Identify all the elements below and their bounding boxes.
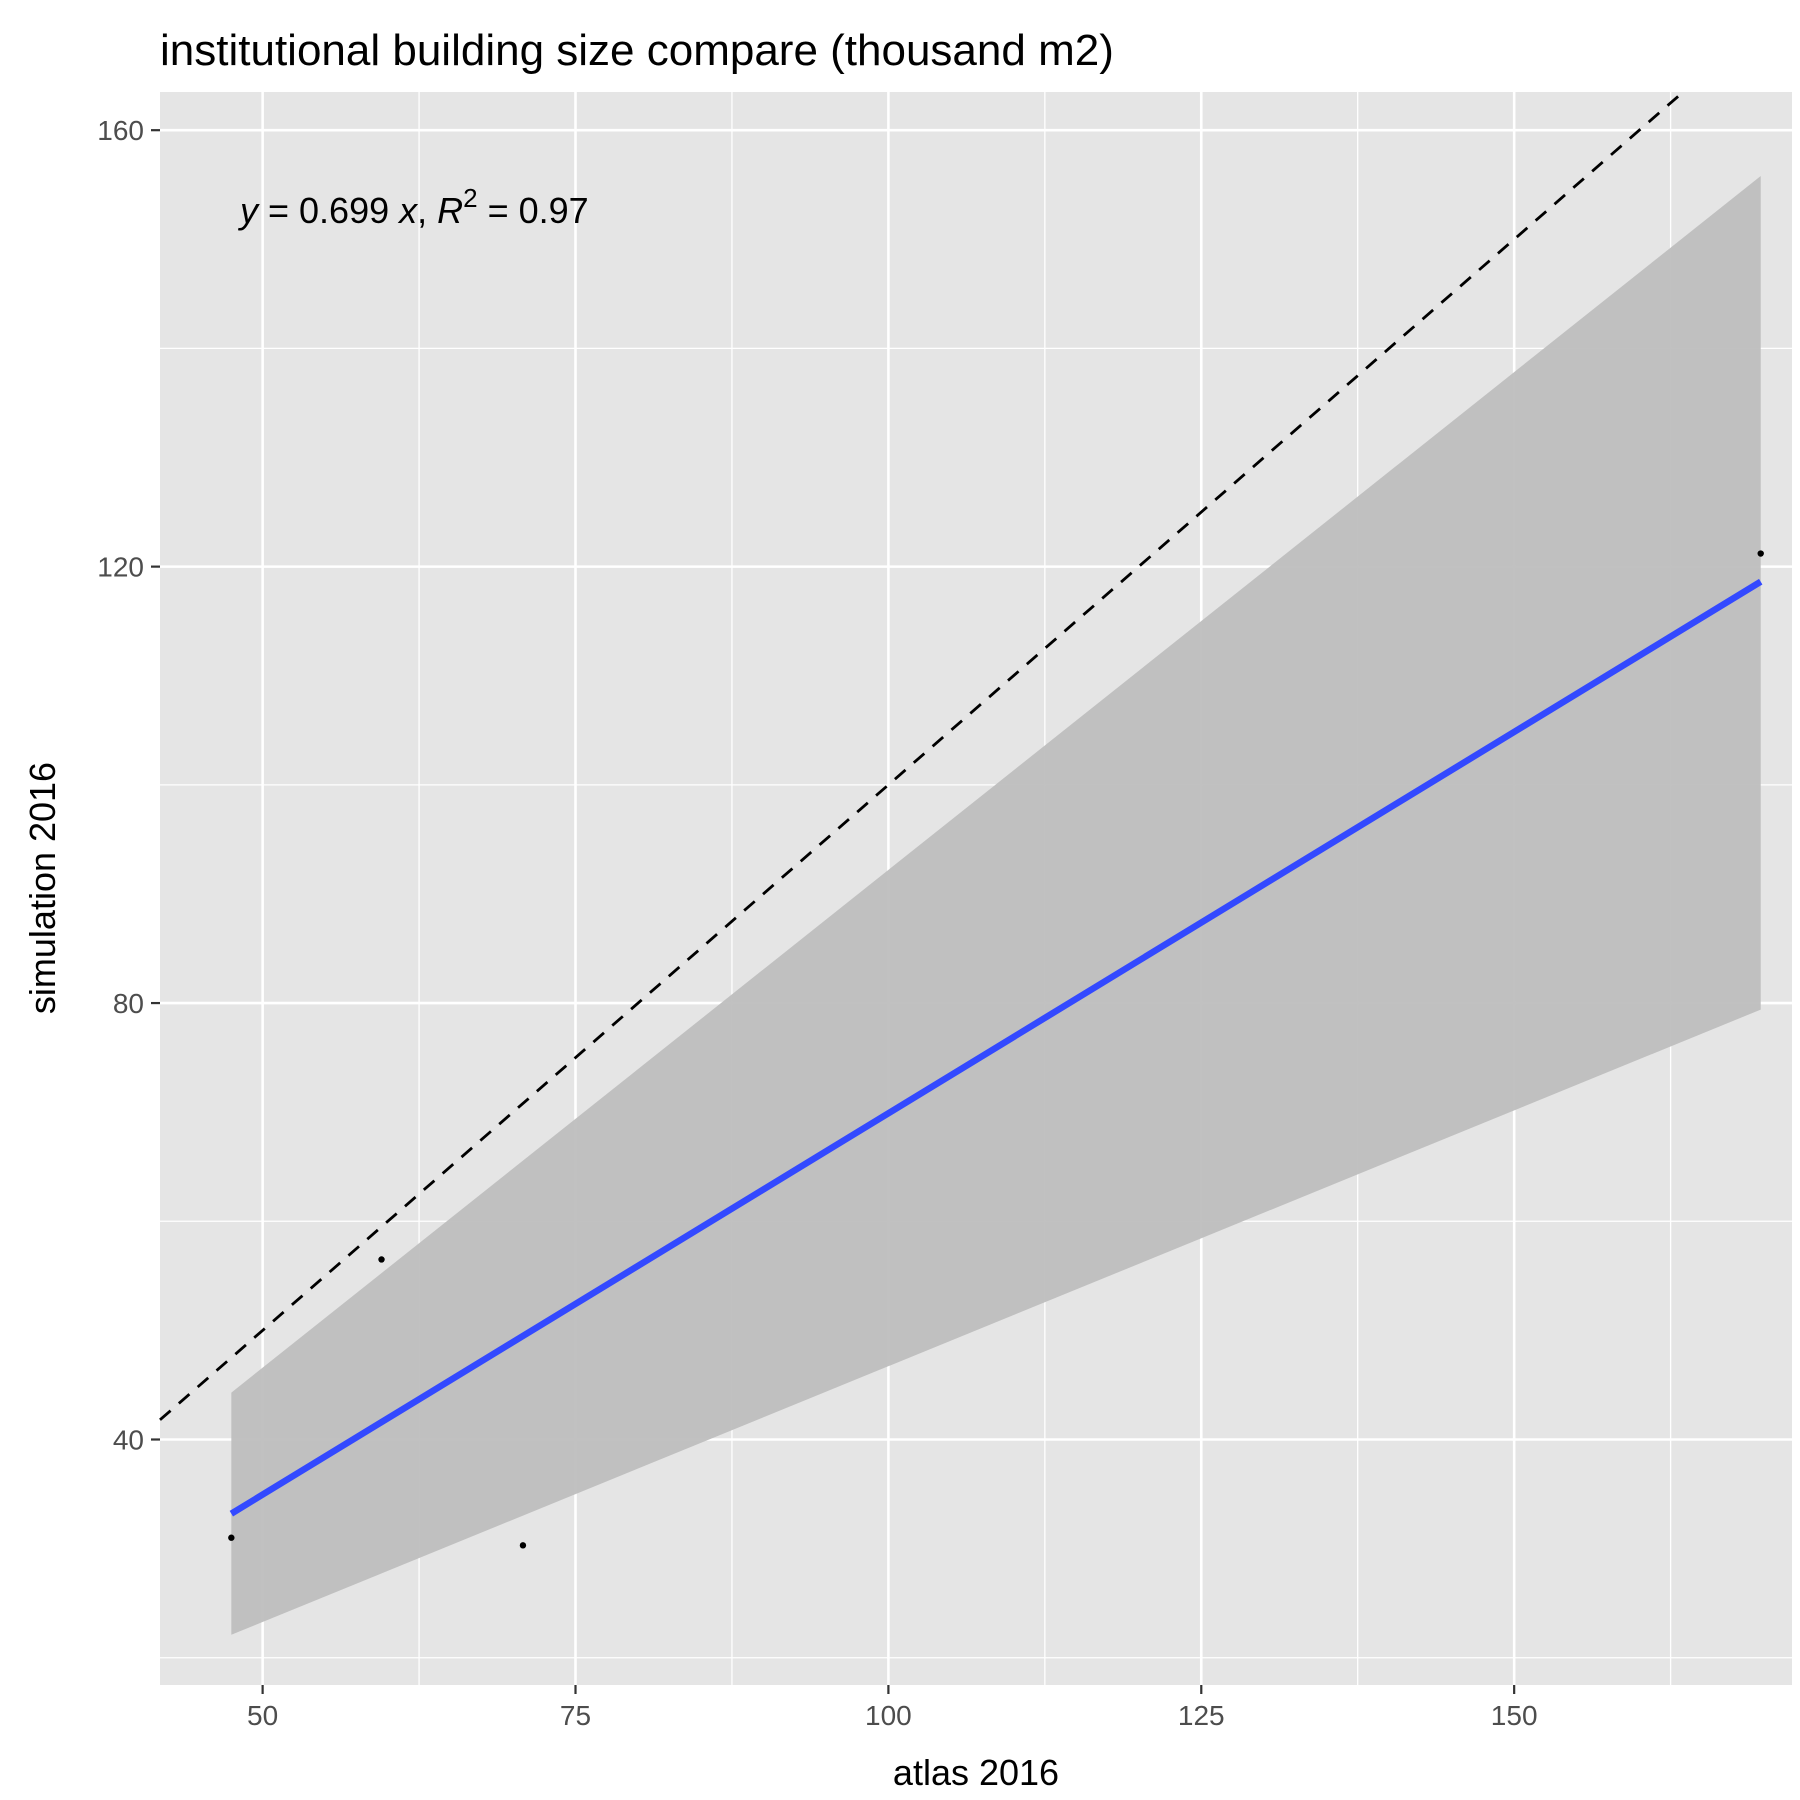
y-tick-label: 160 (97, 115, 144, 146)
y-tick-label: 120 (97, 552, 144, 583)
regression-line (229, 578, 1763, 1517)
data-point (1757, 550, 1764, 557)
data-points (228, 550, 1764, 1549)
regression-annotation: y = 0.699 x, R2 = 0.97 (237, 183, 589, 231)
fit-line (229, 578, 1763, 1517)
data-point (228, 1534, 235, 1541)
x-tick-label: 150 (1491, 1700, 1538, 1731)
annotation-comma: , (417, 190, 437, 231)
annotation-y-var: y (237, 190, 260, 231)
annotation-r-var: R (437, 190, 463, 231)
y-tick-label: 80 (113, 988, 144, 1019)
data-point (378, 1256, 385, 1263)
annotation-r-exp: 2 (463, 183, 477, 213)
y-tick-label: 40 (113, 1425, 144, 1456)
annotation-eq-middle: = 0.699 (258, 190, 399, 231)
x-tick-label: 75 (560, 1700, 591, 1731)
annotation-r-value: = 0.97 (478, 190, 589, 231)
confidence-band-area (231, 176, 1761, 1635)
x-tick-label: 100 (865, 1700, 912, 1731)
y-axis-title: simulation 2016 (22, 762, 63, 1014)
axis-ticks: 50 75 100 125 150 40 80 120 160 (97, 115, 1537, 1731)
chart-title: institutional building size compare (tho… (160, 26, 1114, 75)
identity-line (159, 90, 1685, 1421)
reference-line (159, 90, 1685, 1421)
x-tick-label: 125 (1178, 1700, 1225, 1731)
data-point (519, 1542, 527, 1549)
x-tick-label: 50 (247, 1700, 278, 1731)
x-axis-title: atlas 2016 (893, 1752, 1059, 1793)
confidence-band (231, 176, 1761, 1635)
annotation-x-var: x (397, 190, 419, 231)
